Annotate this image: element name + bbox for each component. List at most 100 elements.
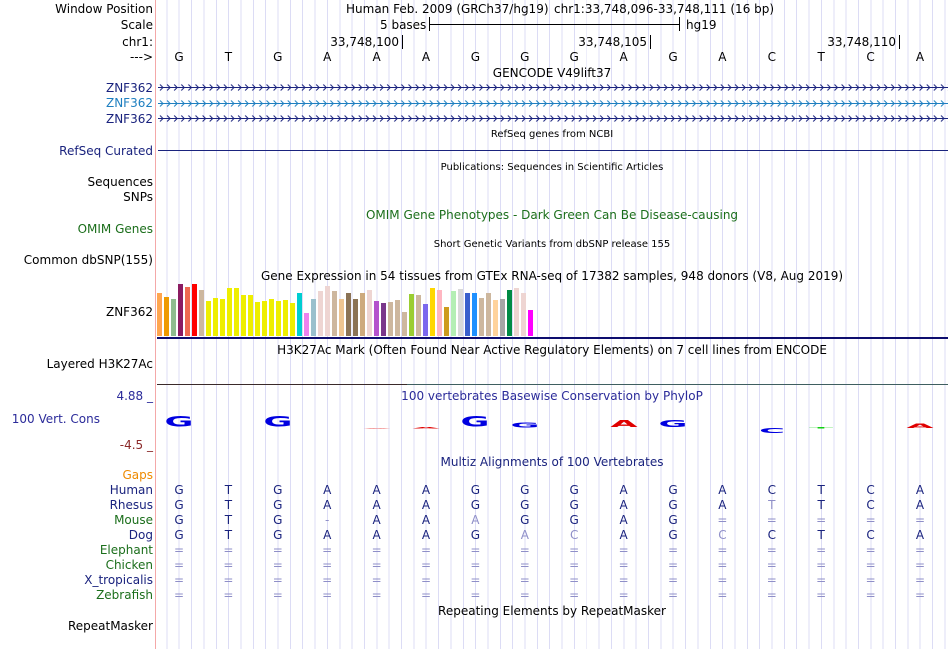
gtex-tissue-bar[interactable] xyxy=(213,298,218,336)
gtex-tissue-bar[interactable] xyxy=(199,290,204,336)
gene-feature-3[interactable] xyxy=(158,114,948,123)
gtex-tissue-bar[interactable] xyxy=(528,310,533,336)
gtex-tissue-bar[interactable] xyxy=(479,298,484,336)
phylop-max: 4.88 _ xyxy=(116,389,153,403)
gtex-tissue-bar[interactable] xyxy=(437,290,442,336)
species-label[interactable]: Mouse xyxy=(114,513,153,527)
gtex-tissue-bar[interactable] xyxy=(241,295,246,336)
gtex-tissue-bar[interactable] xyxy=(353,299,358,336)
gtex-tissue-bar[interactable] xyxy=(430,288,435,336)
refseq-label[interactable]: RefSeq Curated xyxy=(59,144,153,158)
gtex-tissue-bar[interactable] xyxy=(157,293,162,336)
gtex-tissue-bar[interactable] xyxy=(493,300,498,336)
gtex-tissue-bar[interactable] xyxy=(514,288,519,336)
gtex-tissue-bar[interactable] xyxy=(206,301,211,336)
gtex-tissue-bar[interactable] xyxy=(388,302,393,336)
gtex-tissue-bar[interactable] xyxy=(290,303,295,336)
alignment-base: = xyxy=(914,513,926,527)
gtex-tissue-bar[interactable] xyxy=(339,299,344,336)
gtex-tissue-bar[interactable] xyxy=(395,300,400,336)
alignment-base: = xyxy=(322,558,333,572)
gtex-tissue-bar[interactable] xyxy=(360,293,365,336)
window-position[interactable]: chr1:33,748,096-33,748,111 (16 bp) xyxy=(554,2,775,16)
species-label[interactable]: Rhesus xyxy=(109,498,153,512)
species-label[interactable]: Human xyxy=(109,483,153,497)
gtex-tissue-bar[interactable] xyxy=(262,301,267,336)
gtex-tissue-bar[interactable] xyxy=(269,299,274,336)
h3k27ac-signal-left xyxy=(157,384,407,385)
gene-label-1[interactable]: ZNF362 xyxy=(105,81,153,95)
gtex-tissue-bar[interactable] xyxy=(374,301,379,336)
gene-feature-2[interactable] xyxy=(158,99,948,108)
gtex-tissue-bar[interactable] xyxy=(164,297,169,336)
alignment-base: C xyxy=(767,528,776,542)
gtex-tissue-bar[interactable] xyxy=(367,290,372,336)
multiz-title: Multiz Alignments of 100 Vertebrates xyxy=(440,455,664,469)
gtex-tissue-bar[interactable] xyxy=(451,291,456,336)
gtex-tissue-bar[interactable] xyxy=(444,307,449,336)
gtex-tissue-bar[interactable] xyxy=(325,286,330,336)
alignment-base: = xyxy=(322,543,333,557)
gtex-tissue-bar[interactable] xyxy=(297,293,302,336)
species-label[interactable]: Chicken xyxy=(105,558,153,572)
gtex-tissue-bar[interactable] xyxy=(234,288,239,336)
gtex-tissue-bar[interactable] xyxy=(500,299,505,336)
gtex-tissue-bar[interactable] xyxy=(465,293,470,336)
alignment-base: = xyxy=(223,573,234,587)
alignment-base: = xyxy=(667,588,679,602)
gtex-tissue-bar[interactable] xyxy=(220,299,225,336)
alignment-base: T xyxy=(817,498,825,512)
gtex-tissue-bar[interactable] xyxy=(276,301,281,336)
gtex-tissue-bar[interactable] xyxy=(458,289,463,336)
alignment-base: G xyxy=(470,483,481,497)
publications-snps-label[interactable]: SNPs xyxy=(123,190,153,204)
refseq-feature[interactable] xyxy=(158,150,948,151)
gtex-tissue-bar[interactable] xyxy=(185,287,190,336)
h3k27ac-label[interactable]: Layered H3K27Ac xyxy=(46,357,153,371)
alignment-base: = xyxy=(569,573,580,587)
species-label[interactable]: Elephant xyxy=(99,543,153,557)
alignment-base: = xyxy=(371,573,382,587)
gtex-tissue-bar[interactable] xyxy=(318,291,323,336)
gtex-label[interactable]: ZNF362 xyxy=(105,305,153,319)
gtex-tissue-bar[interactable] xyxy=(507,290,512,336)
gtex-tissue-bar[interactable] xyxy=(304,313,309,336)
phylop-label[interactable]: 100 Vert. Cons xyxy=(11,412,100,426)
alignment-base: A xyxy=(915,528,925,542)
species-label[interactable]: Zebrafish xyxy=(96,588,153,602)
publications-sequences-label[interactable]: Sequences xyxy=(87,175,153,189)
gtex-tissue-bar[interactable] xyxy=(311,299,316,336)
gtex-tissue-bar[interactable] xyxy=(472,293,477,336)
dbsnp-label[interactable]: Common dbSNP(155) xyxy=(23,253,153,267)
gtex-tissue-bar[interactable] xyxy=(248,295,253,336)
species-label[interactable]: Dog xyxy=(128,528,153,542)
alignment-base: T xyxy=(817,528,825,542)
gene-label-2[interactable]: ZNF362 xyxy=(105,96,153,110)
gtex-tissue-bar[interactable] xyxy=(178,284,183,336)
gtex-tissue-bar[interactable] xyxy=(227,288,232,336)
phylop-base-A: A xyxy=(609,418,638,430)
scale-label: Scale xyxy=(120,18,153,32)
gtex-tissue-bar[interactable] xyxy=(255,302,260,336)
omim-label[interactable]: OMIM Genes xyxy=(77,222,153,236)
alignment-base: = xyxy=(618,588,629,602)
gene-feature-1[interactable] xyxy=(158,83,948,92)
gtex-tissue-bar[interactable] xyxy=(409,294,414,336)
gtex-tissue-bar[interactable] xyxy=(521,293,526,336)
gtex-tissue-bar[interactable] xyxy=(381,303,386,336)
alignment-base: = xyxy=(816,558,827,572)
gene-label-3[interactable]: ZNF362 xyxy=(105,112,153,126)
species-label[interactable]: X_tropicalis xyxy=(84,573,153,587)
gtex-tissue-bar[interactable] xyxy=(486,293,491,336)
gtex-tissue-bar[interactable] xyxy=(416,295,421,336)
gtex-tissue-bar[interactable] xyxy=(346,293,351,336)
alignment-base: A xyxy=(915,483,925,497)
gtex-tissue-bar[interactable] xyxy=(283,300,288,336)
gtex-tissue-bar[interactable] xyxy=(402,312,407,336)
gtex-tissue-bar[interactable] xyxy=(332,291,337,336)
repeatmasker-label[interactable]: RepeatMasker xyxy=(67,619,153,633)
gtex-tissue-bar[interactable] xyxy=(192,284,197,336)
gtex-tissue-bar[interactable] xyxy=(423,304,428,336)
alignment-base: G xyxy=(569,513,579,527)
gtex-tissue-bar[interactable] xyxy=(171,299,176,336)
